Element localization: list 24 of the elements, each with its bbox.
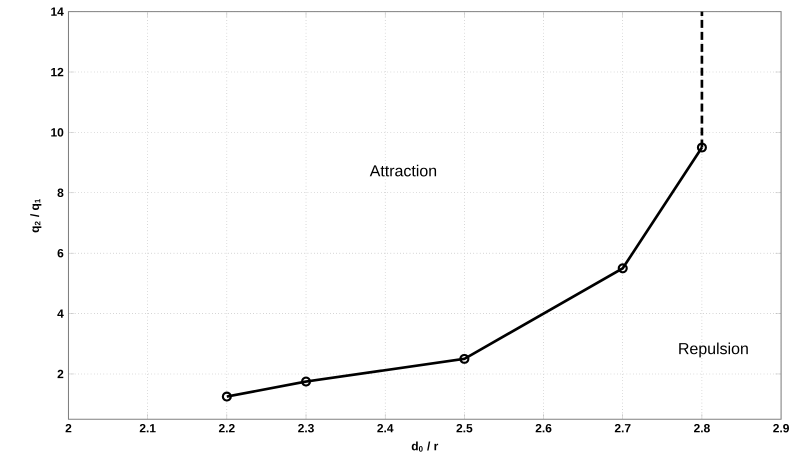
y-tick-label: 14 [51,7,64,16]
x-tick-label: 2.5 [456,424,472,432]
y-tick-label: 12 [51,68,64,76]
x-tick-label: 2.4 [377,424,394,432]
y-tick-label: 2 [58,370,64,378]
x-tick-label: 2.3 [298,424,314,432]
x-tick-label: 2.8 [694,424,710,432]
x-tick-label: 2.1 [140,424,156,432]
x-tick-label: 2.9 [773,424,789,432]
annotation: Attraction [370,164,436,176]
x-tick-label: 2 [66,424,72,432]
annotation: Repulsion [679,342,748,358]
y-axis-title: q$_{2}$ / q$_{1}$ [30,198,42,232]
y-tick-label: 10 [51,128,64,137]
point [618,263,628,274]
point [459,354,470,364]
x-tick-label: 2.6 [536,424,552,432]
y-tick-label: 8 [58,188,64,197]
x-axis-title: d$_{0}$ / r [412,442,438,452]
y-tick-label: 4 [57,309,64,318]
point [300,376,312,387]
y-tick-label: 6 [58,248,64,258]
x-tick-label: 2.7 [614,424,631,432]
x-tick-label: 2.2 [218,424,235,432]
